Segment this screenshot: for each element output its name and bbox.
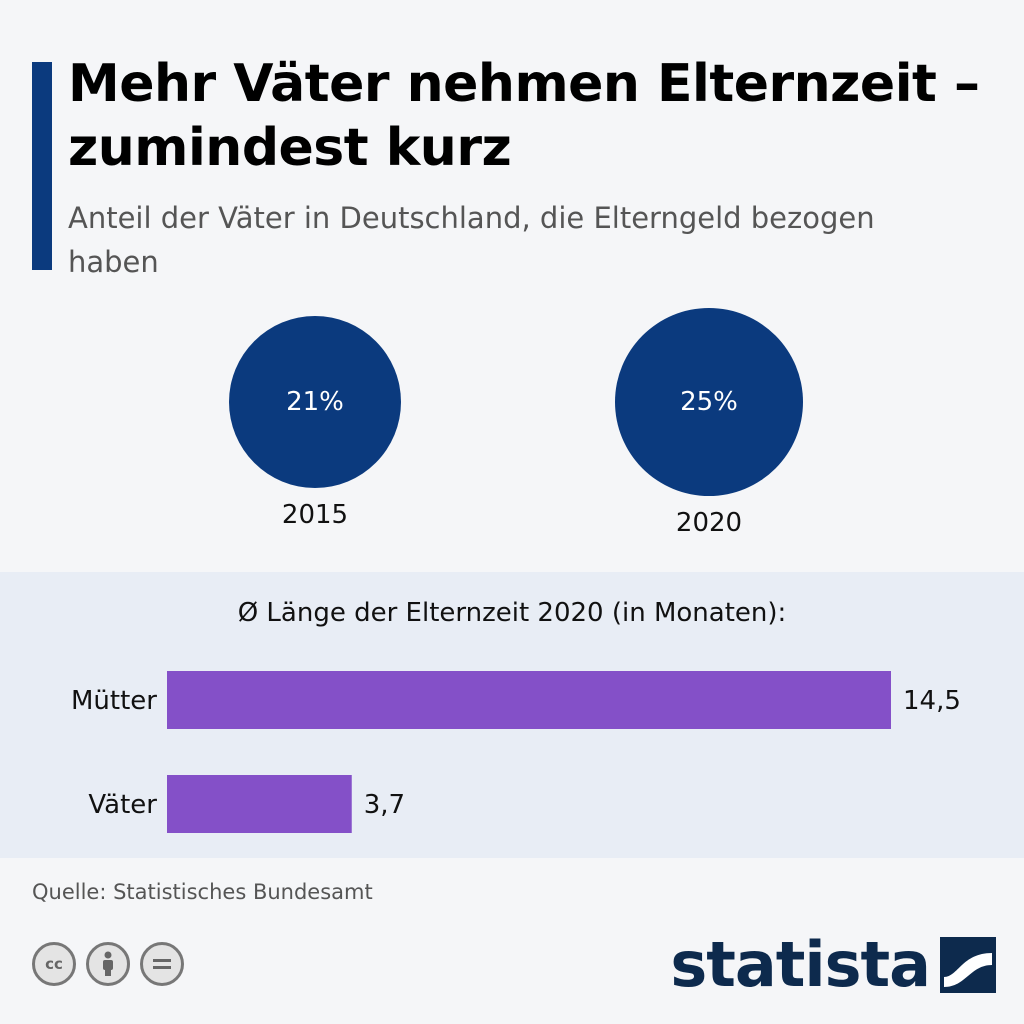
circle-value-2015: 21% [228,315,402,489]
circle-label-2015: 21% [286,386,344,417]
chart-subtitle: Anteil der Väter in Deutschland, die Elt… [68,201,875,279]
bar-1 [167,775,352,833]
title-accent-bar [32,62,52,270]
statista-logo: statista [670,928,996,1001]
license-icons: cc [32,942,184,986]
chart-title: Mehr Väter nehmen Elternzeit – zumindest… [68,54,980,178]
bar-chart-title: Ø Länge der Elternzeit 2020 (in Monaten)… [237,598,787,628]
circle-year-2015: 2015 [281,500,349,531]
circle-label-2020: 25% [680,387,738,417]
bar-category-label-0: Mütter [71,686,157,716]
circle-2020: 25% 2020 [589,308,829,538]
bar-category-label-1: Väter [88,790,157,820]
bar-chart: Mütter 14,5 Väter 3,7 [71,671,961,833]
circle-value-2020: 25% [615,308,803,496]
statista-mark-icon [940,936,996,993]
source-note: Quelle: Statistisches Bundesamt [32,880,373,904]
cc-icon: cc [32,942,76,986]
bar-value-label-1: 3,7 [364,790,405,820]
no-derivatives-icon [140,942,184,986]
circle-year-2020: 2020 [675,508,743,538]
circle-2015: 21% 2015 [195,308,435,530]
bar-0 [167,671,891,729]
brand-wordmark: statista [670,928,931,1001]
attribution-icon [86,942,130,986]
bar-value-label-0: 14,5 [903,686,961,716]
